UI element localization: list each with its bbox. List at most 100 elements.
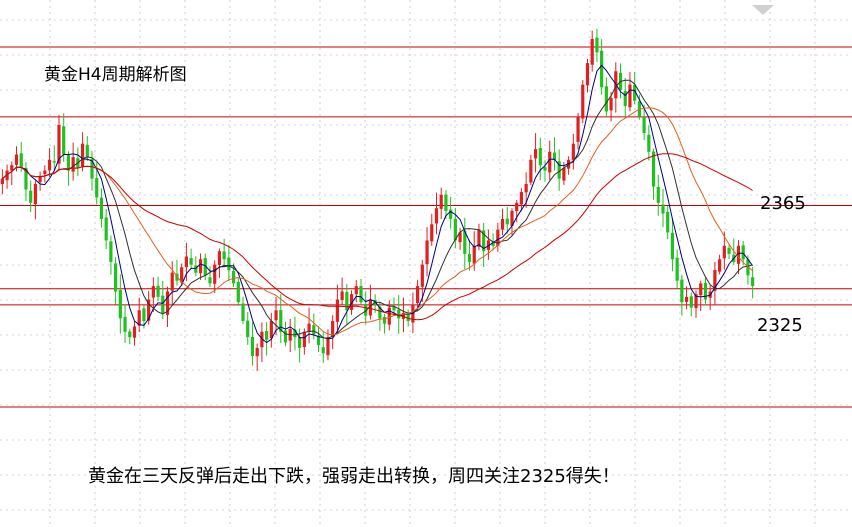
candle-body	[47, 159, 52, 171]
candle-body	[180, 267, 184, 283]
candle-body	[95, 178, 99, 198]
candle-body	[203, 258, 207, 276]
candle-body	[477, 229, 481, 247]
candle-body	[703, 282, 708, 300]
candle-body	[382, 316, 387, 324]
candle-body	[118, 290, 122, 319]
candle-body	[675, 257, 679, 281]
candle-body	[491, 242, 495, 246]
candle-body	[571, 143, 575, 160]
candle-body	[420, 264, 424, 287]
candle-body	[43, 170, 47, 175]
candle-body	[510, 210, 514, 226]
candle-body	[29, 190, 33, 203]
ma-long-line	[2, 153, 753, 321]
candle-body	[741, 245, 745, 260]
candle-body	[340, 291, 344, 300]
candle-body	[585, 63, 590, 86]
candle-body	[425, 240, 429, 265]
candle-body	[293, 329, 297, 338]
candle-body	[10, 165, 14, 171]
candle-body	[321, 347, 325, 354]
candle-body	[449, 209, 453, 219]
candle-body	[109, 241, 113, 262]
candle-body	[694, 294, 698, 309]
candle-body	[298, 337, 302, 348]
candle-body	[335, 299, 339, 322]
candle-body	[666, 211, 670, 233]
candle-body	[137, 310, 141, 326]
candle-body	[552, 152, 557, 160]
candle-body	[647, 134, 651, 152]
candle-body	[161, 295, 165, 313]
candle-body	[283, 330, 288, 343]
candle-body	[345, 292, 349, 311]
candle-body	[562, 167, 566, 181]
candle-body	[642, 117, 646, 133]
candle-body	[463, 230, 467, 254]
ma-short-line	[2, 64, 754, 344]
candle-body	[104, 217, 108, 241]
candle-body	[684, 296, 689, 302]
candle-body	[661, 204, 665, 214]
candle-body	[170, 272, 174, 291]
candle-body	[387, 307, 391, 325]
candle-body	[430, 224, 434, 242]
candle-body	[689, 296, 693, 308]
candle-body	[623, 91, 627, 107]
candle-body	[279, 310, 283, 332]
candle-body	[132, 326, 137, 338]
candle-body	[38, 175, 42, 183]
candle-body	[392, 306, 396, 311]
candle-body	[217, 251, 222, 265]
candle-body	[33, 184, 37, 205]
candle-body	[401, 312, 406, 319]
candle-body	[515, 202, 519, 212]
candle-body	[198, 259, 203, 274]
candle-body	[114, 263, 118, 292]
candle-body	[444, 194, 448, 211]
candle-body	[269, 321, 273, 339]
candle-body	[265, 331, 269, 340]
candle-body	[699, 283, 703, 296]
candle-body	[595, 37, 599, 53]
candle-body	[227, 257, 231, 270]
candle-body	[486, 240, 490, 250]
candle-body	[548, 151, 552, 173]
candle-body	[538, 148, 542, 166]
candle-body	[500, 218, 505, 230]
candle-body	[24, 167, 28, 190]
candle-body	[52, 161, 56, 163]
corner-marker	[752, 0, 774, 15]
candle-body	[241, 303, 245, 322]
candle-body	[316, 335, 321, 346]
candle-body	[467, 254, 472, 262]
candle-body	[453, 218, 457, 241]
candle-body	[90, 158, 94, 179]
candle-body	[378, 306, 382, 319]
candle-body	[80, 143, 85, 167]
candle-body	[628, 84, 632, 108]
candle-body	[680, 279, 684, 303]
candle-body	[14, 154, 19, 165]
candle-body	[736, 245, 741, 264]
candle-body	[718, 259, 722, 272]
candle-body	[208, 277, 212, 284]
candle-body	[57, 124, 61, 164]
candle-body	[62, 126, 66, 155]
candle-body	[600, 50, 604, 88]
candle-body	[312, 325, 316, 335]
candle-body	[151, 286, 155, 298]
candle-body	[434, 208, 439, 224]
ma-mid-line	[2, 107, 753, 336]
candle-body	[368, 299, 373, 316]
candle-body	[222, 251, 226, 260]
candle-body	[236, 281, 240, 303]
candle-body	[246, 320, 250, 338]
candle-body	[307, 323, 311, 332]
analysis-caption: 黄金在三天反弹后走出下跌，强弱走出转换，周四关注2325得失！	[88, 466, 620, 487]
level-label-low: 2325	[757, 315, 803, 336]
candle-body	[519, 192, 524, 205]
candle-body	[359, 286, 363, 303]
candle-body	[331, 321, 335, 337]
